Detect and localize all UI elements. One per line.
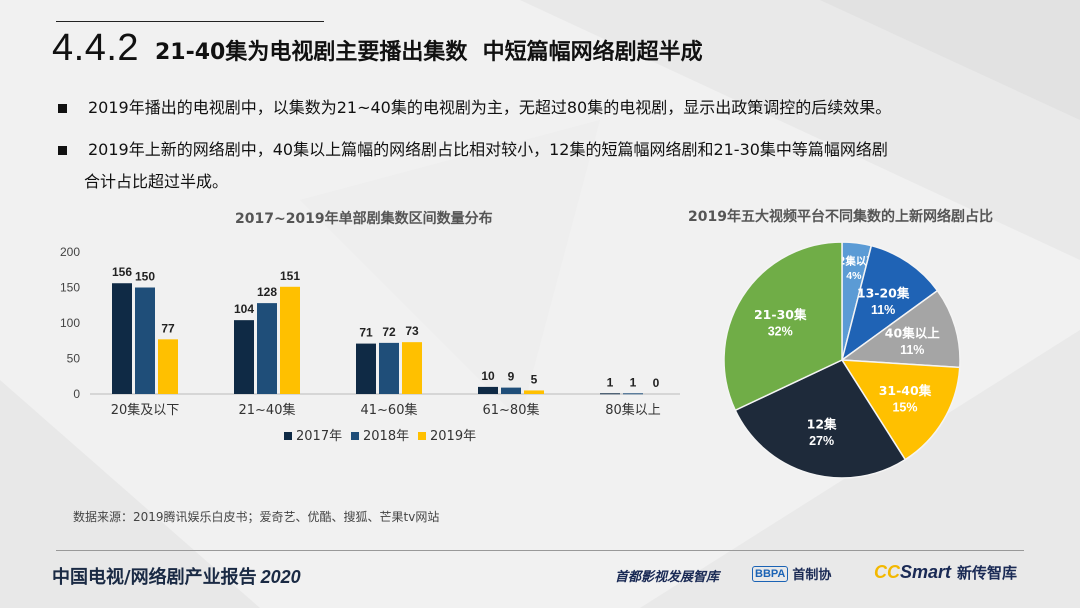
pie-slice-percent: 27% [809, 434, 834, 448]
pie-slice-label: 31-40集 [879, 383, 932, 398]
legend-swatch [284, 432, 292, 440]
logo-ccsmart: CC Smart 新传智库 [874, 562, 1017, 583]
pie-slice [840, 244, 939, 362]
pie-slice-label: 40集以上 [885, 326, 940, 341]
bar-value-label: 156 [112, 265, 132, 279]
bbpa-mark: BBPA [752, 565, 789, 582]
bar [234, 320, 254, 394]
pie-slice-label: 21-30集 [754, 307, 807, 322]
bullet-1-text: 2019年播出的电视剧中，以集数为21~40集的电视剧为主，无超过80集的电视剧… [88, 98, 892, 117]
pie-slice [839, 289, 961, 369]
bar-value-label: 73 [405, 324, 419, 338]
bullet-2-continuation: 合计占比超过半成。 [84, 172, 229, 191]
pie-slice [723, 241, 843, 412]
bar [158, 339, 178, 394]
bar-value-label: 9 [508, 370, 515, 384]
bar [501, 387, 521, 394]
bar [356, 343, 376, 394]
bar [379, 342, 399, 394]
legend-label: 2018年 [363, 429, 409, 444]
data-source-note: 数据来源：2019腾讯娱乐白皮书；爱奇艺、优酷、搜狐、芒果tv网站 [73, 510, 440, 524]
report-title-text: 中国电视/网络剧产业报告 [52, 567, 257, 588]
legend-swatch [351, 432, 359, 440]
pie-slice-percent: 32% [768, 324, 793, 338]
y-tick-label: 150 [60, 281, 80, 295]
pie-slice-percent: 11% [900, 343, 924, 357]
report-year: 2020 [260, 567, 301, 587]
bullet-square-icon [58, 104, 67, 113]
ccsmart-smart: Smart [900, 562, 952, 582]
pie-slice [734, 359, 907, 479]
title-top-rule [56, 21, 324, 22]
page-title: 21-40集为电视剧主要播出集数 中短篇幅网络剧超半成 [155, 40, 703, 65]
bar-value-label: 151 [280, 269, 300, 283]
bar-value-label: 10 [481, 369, 495, 383]
bullet-square-icon [58, 146, 67, 155]
bar-value-label: 77 [161, 321, 175, 335]
pie-slice [840, 359, 961, 461]
bar-value-label: 71 [359, 326, 373, 340]
bar-value-label: 72 [382, 325, 396, 339]
ccsmart-cc: CC [874, 562, 900, 582]
x-tick-label: 41~60集 [361, 402, 418, 418]
logo-bbpa: BBPA 首制协 [752, 564, 831, 583]
legend-swatch [418, 432, 426, 440]
bar [600, 393, 620, 395]
logo-capital-film-think-tank: 首都影视发展智库 [615, 570, 720, 585]
bar-value-label: 0 [653, 376, 660, 390]
bar [478, 386, 498, 394]
y-tick-label: 200 [60, 245, 80, 259]
pie-slice-label: 12集 [807, 416, 837, 431]
footer-rule [56, 550, 1024, 551]
bullet-1: 2019年播出的电视剧中，以集数为21~40集的电视剧为主，无超过80集的电视剧… [58, 94, 1038, 122]
pie-slice-percent: 4% [846, 270, 862, 282]
bullet-2: 2019年上新的网络剧中，40集以上篇幅的网络剧占比相对较小，12集的短篇幅网络… [58, 136, 1018, 164]
bar [402, 342, 422, 394]
pie-chart: 12集以下4%13-20集11%40集以上11%31-40集15%12集27%2… [723, 241, 961, 479]
bar [112, 283, 132, 394]
x-tick-label: 61~80集 [483, 402, 540, 418]
bar-value-label: 150 [135, 270, 155, 284]
bar [623, 393, 643, 395]
pie-chart-title: 2019年五大视频平台不同集数的上新网络剧占比 [688, 209, 993, 225]
x-tick-label: 80集以上 [605, 402, 661, 418]
y-tick-label: 50 [67, 352, 81, 366]
section-number: 4.4.2 [52, 27, 140, 69]
bar-chart-title: 2017~2019年单部剧集数区间数量分布 [235, 211, 493, 227]
pie-slice-percent: 15% [892, 401, 917, 415]
bar [257, 303, 277, 394]
bbpa-label: 首制协 [792, 568, 832, 583]
legend-label: 2017年 [296, 429, 342, 444]
bar [524, 390, 544, 394]
bar [280, 286, 300, 394]
bar [135, 287, 155, 394]
legend-label: 2019年 [430, 429, 476, 444]
x-tick-label: 20集及以下 [111, 402, 180, 418]
y-tick-label: 100 [60, 316, 80, 330]
bar-value-label: 128 [257, 285, 277, 299]
bar-value-label: 1 [607, 375, 614, 389]
y-tick-label: 0 [73, 387, 80, 401]
x-tick-label: 21~40集 [239, 402, 296, 418]
pie-slice-percent: 11% [871, 303, 895, 317]
bar-value-label: 5 [531, 372, 538, 386]
bullet-2-text: 2019年上新的网络剧中，40集以上篇幅的网络剧占比相对较小，12集的短篇幅网络… [88, 140, 888, 159]
ccsmart-label: 新传智库 [957, 564, 1018, 582]
bar-value-label: 104 [234, 302, 254, 316]
pie-slice-label: 13-20集 [857, 285, 910, 300]
report-title: 中国电视/网络剧产业报告 2020 [52, 563, 301, 589]
bar-value-label: 1 [630, 375, 637, 389]
